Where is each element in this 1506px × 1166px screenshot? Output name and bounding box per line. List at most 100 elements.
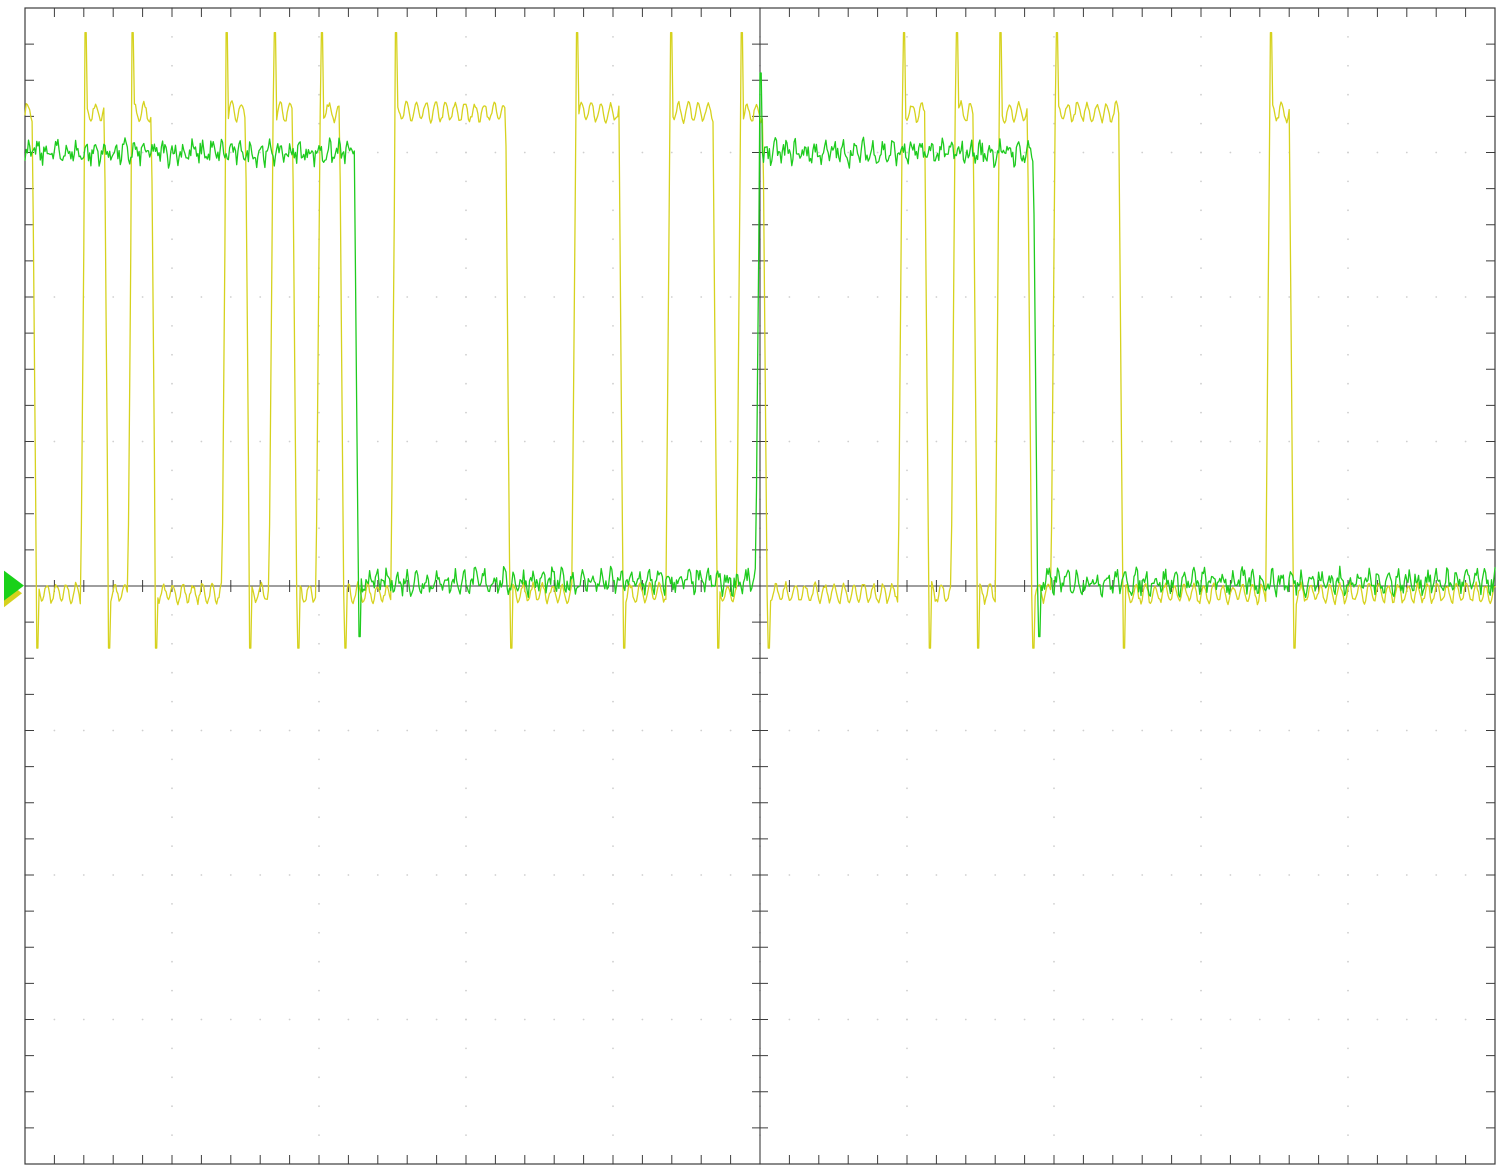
grid-dot xyxy=(1347,498,1349,501)
grid-dot xyxy=(1053,614,1055,616)
grid-dot xyxy=(347,1018,350,1021)
grid-dot xyxy=(729,874,732,876)
grid-dot xyxy=(288,440,291,443)
grid-dot xyxy=(1170,1018,1173,1021)
grid-dot xyxy=(288,296,291,298)
grid-dot xyxy=(582,296,585,298)
grid-dot xyxy=(1111,729,1114,732)
grid-dot xyxy=(1435,729,1438,732)
grid-dot xyxy=(641,874,644,876)
grid-dot xyxy=(612,151,614,154)
grid-dot xyxy=(876,440,879,443)
grid-dot xyxy=(964,729,967,732)
grid-dot xyxy=(1200,671,1202,674)
grid-dot xyxy=(788,1018,791,1021)
grid-dot xyxy=(318,614,320,616)
grid-dot xyxy=(612,469,614,472)
grid-dot xyxy=(171,382,173,385)
grid-dot xyxy=(817,729,820,732)
grid-dot xyxy=(817,151,820,154)
grid-dot xyxy=(906,758,908,761)
grid-dot xyxy=(1288,440,1291,443)
grid-dot xyxy=(376,440,379,443)
grid-dot xyxy=(1053,36,1055,38)
grid-dot xyxy=(1405,296,1408,298)
grid-dot xyxy=(171,1134,173,1136)
grid-dot xyxy=(700,1018,703,1021)
grid-dot xyxy=(553,440,556,443)
grid-dot xyxy=(582,1018,585,1021)
grid-dot xyxy=(641,729,644,732)
grid-dot xyxy=(1200,845,1202,847)
grid-dot xyxy=(612,642,614,645)
grid-dot xyxy=(435,296,438,298)
grid-dot xyxy=(1053,469,1055,472)
grid-dot xyxy=(1347,931,1349,934)
grid-dot xyxy=(582,151,585,154)
grid-dot xyxy=(1435,1018,1438,1021)
grid-dot xyxy=(1347,36,1349,38)
grid-dot xyxy=(465,903,467,905)
grid-dot xyxy=(200,729,203,732)
grid-dot xyxy=(112,296,115,298)
grid-dot xyxy=(817,296,820,298)
grid-dot xyxy=(1053,1047,1055,1050)
grid-dot xyxy=(906,411,908,414)
grid-dot xyxy=(318,1047,320,1050)
grid-dot xyxy=(1111,151,1114,154)
grid-dot xyxy=(876,874,879,876)
grid-dot xyxy=(1200,729,1202,732)
grid-dot xyxy=(347,296,350,298)
grid-dot xyxy=(1347,180,1349,183)
grid-dot xyxy=(582,440,585,443)
grid-dot xyxy=(670,440,673,443)
grid-dot xyxy=(612,1134,614,1136)
grid-dot xyxy=(288,729,291,732)
grid-dot xyxy=(906,816,908,819)
grid-dot xyxy=(1347,758,1349,761)
grid-dot xyxy=(1170,440,1173,443)
grid-dot xyxy=(612,816,614,819)
grid-dot xyxy=(906,180,908,183)
grid-dot xyxy=(1141,1018,1144,1021)
grid-dot xyxy=(376,1018,379,1021)
grid-dot xyxy=(935,296,938,298)
grid-dot xyxy=(729,1018,732,1021)
grid-dot xyxy=(612,267,614,269)
grid-dot xyxy=(465,556,467,558)
grid-dot xyxy=(1053,440,1055,443)
grid-dot xyxy=(612,700,614,703)
grid-dot xyxy=(171,238,173,241)
grid-dot xyxy=(1053,845,1055,847)
grid-dot xyxy=(82,729,85,732)
grid-dot xyxy=(1200,296,1202,298)
grid-dot xyxy=(1347,440,1349,443)
grid-dot xyxy=(612,729,614,732)
grid-dot xyxy=(906,1076,908,1079)
grid-dot xyxy=(1376,729,1379,732)
grid-dot xyxy=(465,209,467,212)
grid-dot xyxy=(171,874,173,876)
grid-dot xyxy=(1376,296,1379,298)
grid-dot xyxy=(1053,1076,1055,1079)
grid-dot xyxy=(376,874,379,876)
grid-dot xyxy=(612,903,614,905)
grid-dot xyxy=(1200,267,1202,269)
grid-dot xyxy=(112,440,115,443)
grid-dot xyxy=(906,614,908,616)
grid-dot xyxy=(1082,1018,1085,1021)
grid-dot xyxy=(1200,64,1202,67)
grid-dot xyxy=(964,874,967,876)
grid-dot xyxy=(1258,296,1261,298)
grid-dot xyxy=(1200,700,1202,703)
grid-dot xyxy=(1053,93,1055,96)
grid-dot xyxy=(318,411,320,414)
grid-dot xyxy=(435,151,438,154)
channel-2-level-marker xyxy=(4,570,24,601)
grid-dot xyxy=(935,1018,938,1021)
grid-dot xyxy=(1347,729,1349,732)
grid-dot xyxy=(964,1018,967,1021)
grid-dot xyxy=(994,729,997,732)
grid-dot xyxy=(171,64,173,67)
grid-dot xyxy=(994,151,997,154)
